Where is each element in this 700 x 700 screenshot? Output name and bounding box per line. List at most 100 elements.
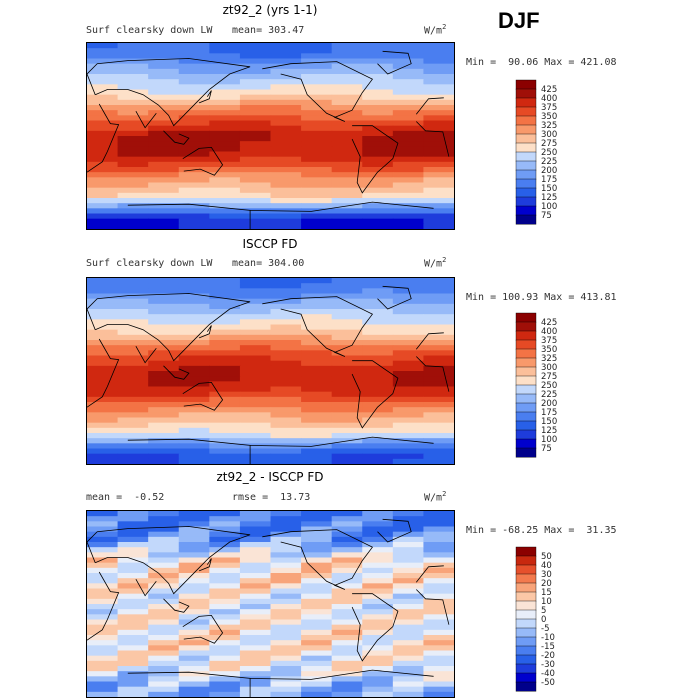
map-cell — [117, 182, 149, 189]
colorbar-swatch — [515, 339, 537, 350]
map-cell — [423, 43, 454, 49]
map-cell — [270, 120, 302, 127]
map-cell — [301, 120, 333, 127]
map-cell — [87, 203, 119, 209]
map-cell — [209, 105, 241, 111]
colorbar-swatch — [515, 178, 537, 189]
map-cell — [117, 198, 149, 204]
map-cell — [209, 650, 241, 657]
map-cell — [87, 278, 119, 284]
map-cell — [148, 319, 180, 326]
map-cell — [270, 521, 302, 528]
map-cell — [239, 691, 272, 697]
map-cell — [148, 681, 180, 688]
map-cell — [209, 593, 241, 600]
map-cell — [178, 203, 210, 209]
map-cell — [392, 681, 425, 688]
map-cell — [331, 635, 363, 641]
map-cell — [331, 443, 363, 450]
map-cell — [423, 660, 454, 667]
map-cell — [331, 676, 363, 683]
map-cell — [362, 671, 394, 677]
map-cell — [301, 443, 333, 450]
map-cell — [270, 355, 302, 362]
panel-1-colorbar: 425 400 375 350 325 300 275 250 225 200 175 150 125 1… — [515, 79, 576, 230]
map-cell — [392, 141, 425, 147]
map-cell — [331, 381, 363, 388]
map-cell — [392, 208, 425, 215]
map-cell — [301, 650, 333, 657]
map-cell — [423, 624, 454, 631]
panel-1-colorbar-svg: 4254003753503253002752502252001751501251… — [515, 79, 557, 225]
map-cell — [87, 676, 119, 683]
map-cell — [117, 136, 149, 142]
map-cell — [117, 567, 149, 574]
map-cell — [87, 293, 119, 300]
map-cell — [87, 213, 119, 220]
map-cell — [270, 433, 302, 439]
colorbar-tick-label: 400 — [541, 94, 557, 104]
coastline-eurasia — [87, 58, 251, 127]
map-cell — [392, 402, 425, 408]
map-cell — [362, 68, 394, 75]
map-cell — [331, 573, 363, 579]
map-cell — [331, 105, 363, 111]
map-cell — [178, 443, 210, 450]
colorbar-tick-label: 100 — [541, 435, 557, 445]
map-cell — [87, 624, 119, 631]
map-cell — [239, 427, 272, 434]
map-cell — [87, 573, 119, 579]
map-cell — [423, 303, 454, 310]
map-cell — [423, 686, 454, 693]
colorbar-swatch — [515, 312, 537, 323]
map-cell — [148, 391, 180, 398]
map-cell — [148, 629, 180, 636]
colorbar-tick-label: 425 — [541, 85, 557, 95]
map-cell — [239, 141, 272, 147]
map-cell — [178, 89, 210, 96]
map-cell — [239, 376, 272, 382]
map-cell — [270, 213, 302, 220]
map-cell — [117, 516, 149, 522]
map-cell — [392, 386, 425, 393]
panel-1-units-exp: 2 — [442, 23, 447, 31]
map-cell — [423, 74, 454, 80]
map-cell — [148, 110, 180, 116]
map-cell — [87, 681, 119, 688]
map-cell — [392, 640, 425, 646]
colorbar-tick-label: 125 — [541, 193, 557, 203]
map-cell — [87, 53, 119, 60]
map-cell — [148, 94, 180, 101]
map-cell — [178, 84, 210, 91]
map-cell — [301, 516, 333, 522]
map-cell — [270, 203, 302, 209]
map-cell — [178, 547, 210, 553]
map-cell — [301, 448, 333, 455]
map-cell — [117, 521, 149, 528]
map-cell — [148, 567, 180, 574]
map-cell — [87, 79, 119, 85]
colorbar-swatch — [515, 645, 537, 656]
map-cell — [362, 94, 394, 101]
map-cell — [423, 130, 454, 137]
map-cell — [87, 671, 119, 677]
map-cell — [362, 609, 394, 615]
colorbar-swatch — [515, 402, 537, 413]
map-cell — [392, 614, 425, 621]
map-cell — [423, 314, 454, 320]
colorbar-swatch — [515, 600, 537, 611]
colorbar-tick-label: 325 — [541, 354, 557, 364]
coastline-africa — [415, 565, 444, 583]
map-cell — [117, 635, 149, 641]
colorbar-swatch — [515, 196, 537, 207]
map-cell — [209, 671, 241, 677]
map-cell — [209, 453, 241, 460]
map-cell — [331, 94, 363, 101]
map-cell — [148, 578, 180, 584]
map-cell — [301, 624, 333, 631]
map-cell — [87, 562, 119, 569]
map-cell — [423, 645, 454, 652]
map-cell — [117, 609, 149, 615]
colorbar-swatch — [515, 124, 537, 135]
map-cell — [209, 293, 241, 300]
